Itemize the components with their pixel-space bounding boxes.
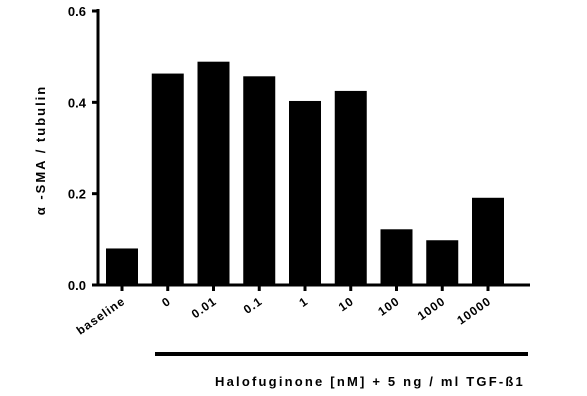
x-tick-label: 1 [296,294,310,310]
y-tick-label: 0.4 [68,95,87,110]
bars [106,61,504,286]
bar [151,73,184,286]
x-tick-label: 100 [375,294,402,319]
bar [197,61,230,285]
bar [243,76,276,285]
x-tick-label: 0.01 [189,294,219,321]
y-axis-title: α -SMA / tubulin [33,85,48,216]
bar [106,248,138,285]
x-tick-label: 0 [159,294,173,310]
bar [289,100,321,285]
x-tick-label: 0.1 [241,294,265,317]
y-tick-label: 0.0 [68,278,86,293]
x-tick-label: 1000 [415,294,448,323]
bar [426,240,459,285]
bar [334,90,367,286]
x-tick-label: 10000 [454,294,493,327]
y-tick-label: 0.2 [68,187,86,202]
bar [380,229,413,285]
bar [472,197,504,285]
x-axis-title: Halofuginone [nM] + 5 ng / ml TGF-ß1 [215,374,525,389]
x-tick-label: 10 [336,294,357,314]
y-tick-label: 0.6 [68,4,86,19]
x-axis: baseline 0 0.01 0.1 1 10 100 1000 10000 [74,283,530,338]
y-axis: 0.0 0.2 0.4 0.6 [68,4,100,293]
x-tick-label: baseline [74,294,128,338]
